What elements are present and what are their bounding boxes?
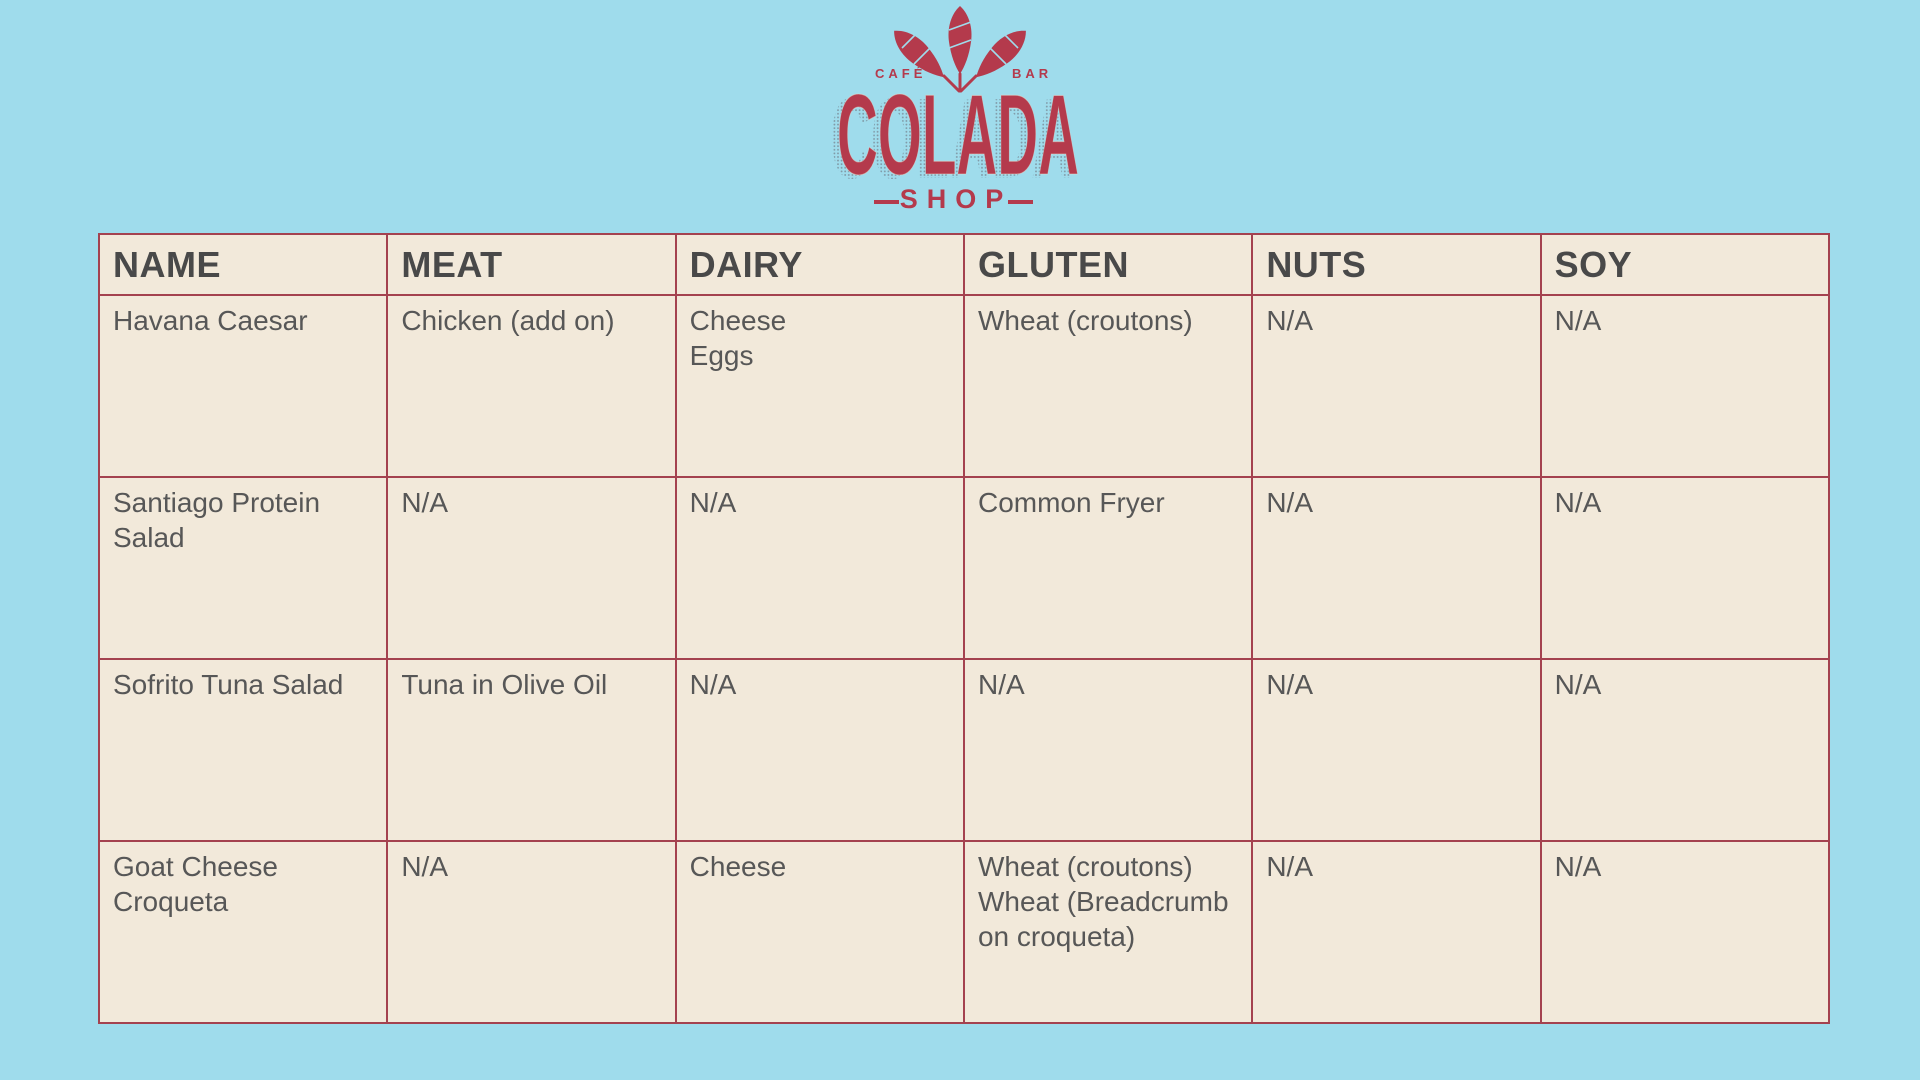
column-header-soy: SOY <box>1539 233 1831 296</box>
table-cell: N/A <box>1251 476 1542 660</box>
table-cell: N/A <box>674 476 965 660</box>
table-cell: Sofrito Tuna Salad <box>97 658 389 842</box>
column-header-dairy: DAIRY <box>674 233 965 296</box>
column-header-name: NAME <box>97 233 389 296</box>
cafe-label: CAFÉ <box>875 66 926 81</box>
table-cell: Cheese Eggs <box>674 294 965 478</box>
table-cell: N/A <box>386 476 677 660</box>
table-cell: Chicken (add on) <box>386 294 677 478</box>
table-cell: N/A <box>962 658 1254 842</box>
table-cell: N/A <box>1251 658 1542 842</box>
table-cell: Wheat (croutons) Wheat (Breadcrumb on cr… <box>962 840 1254 1024</box>
shop-dash-right <box>1008 200 1033 204</box>
table-cell: N/A <box>674 658 965 842</box>
column-header-meat: MEAT <box>386 233 677 296</box>
colada-logo: CAFÉ BAR COLADA COLADA SHOP <box>750 4 1170 222</box>
table-cell: N/A <box>386 840 677 1024</box>
palm-leaves-icon <box>886 6 1034 93</box>
table-cell: Common Fryer <box>962 476 1254 660</box>
table-cell: N/A <box>1539 658 1831 842</box>
column-header-nuts: NUTS <box>1251 233 1542 296</box>
shop-label: SHOP <box>900 184 1013 214</box>
allergen-table: NAME MEAT DAIRY GLUTEN NUTS SOY Havana C… <box>97 233 1831 1024</box>
table-row: Havana Caesar Chicken (add on) Cheese Eg… <box>97 294 1831 478</box>
column-header-gluten: GLUTEN <box>962 233 1254 296</box>
table-cell: Cheese <box>674 840 965 1024</box>
table-cell: Havana Caesar <box>97 294 389 478</box>
table-cell: N/A <box>1251 840 1542 1024</box>
shop-dash-left <box>874 200 899 204</box>
table-cell: Goat Cheese Croqueta <box>97 840 389 1024</box>
table-row: Sofrito Tuna Salad Tuna in Olive Oil N/A… <box>97 658 1831 842</box>
colada-wordmark: COLADA <box>837 72 1079 199</box>
table-row: Goat Cheese Croqueta N/A Cheese Wheat (c… <box>97 840 1831 1024</box>
table-cell: N/A <box>1251 294 1542 478</box>
table-row: Santiago Protein Salad N/A N/A Common Fr… <box>97 476 1831 660</box>
colada-wordmark-shadow: COLADA <box>830 76 1072 203</box>
table-header-row: NAME MEAT DAIRY GLUTEN NUTS SOY <box>97 233 1831 296</box>
table-cell: Tuna in Olive Oil <box>386 658 677 842</box>
table-cell: Santiago Protein Salad <box>97 476 389 660</box>
table-cell: N/A <box>1539 294 1831 478</box>
bar-label: BAR <box>1012 66 1052 81</box>
table-cell: N/A <box>1539 476 1831 660</box>
table-cell: N/A <box>1539 840 1831 1024</box>
table-cell: Wheat (croutons) <box>962 294 1254 478</box>
